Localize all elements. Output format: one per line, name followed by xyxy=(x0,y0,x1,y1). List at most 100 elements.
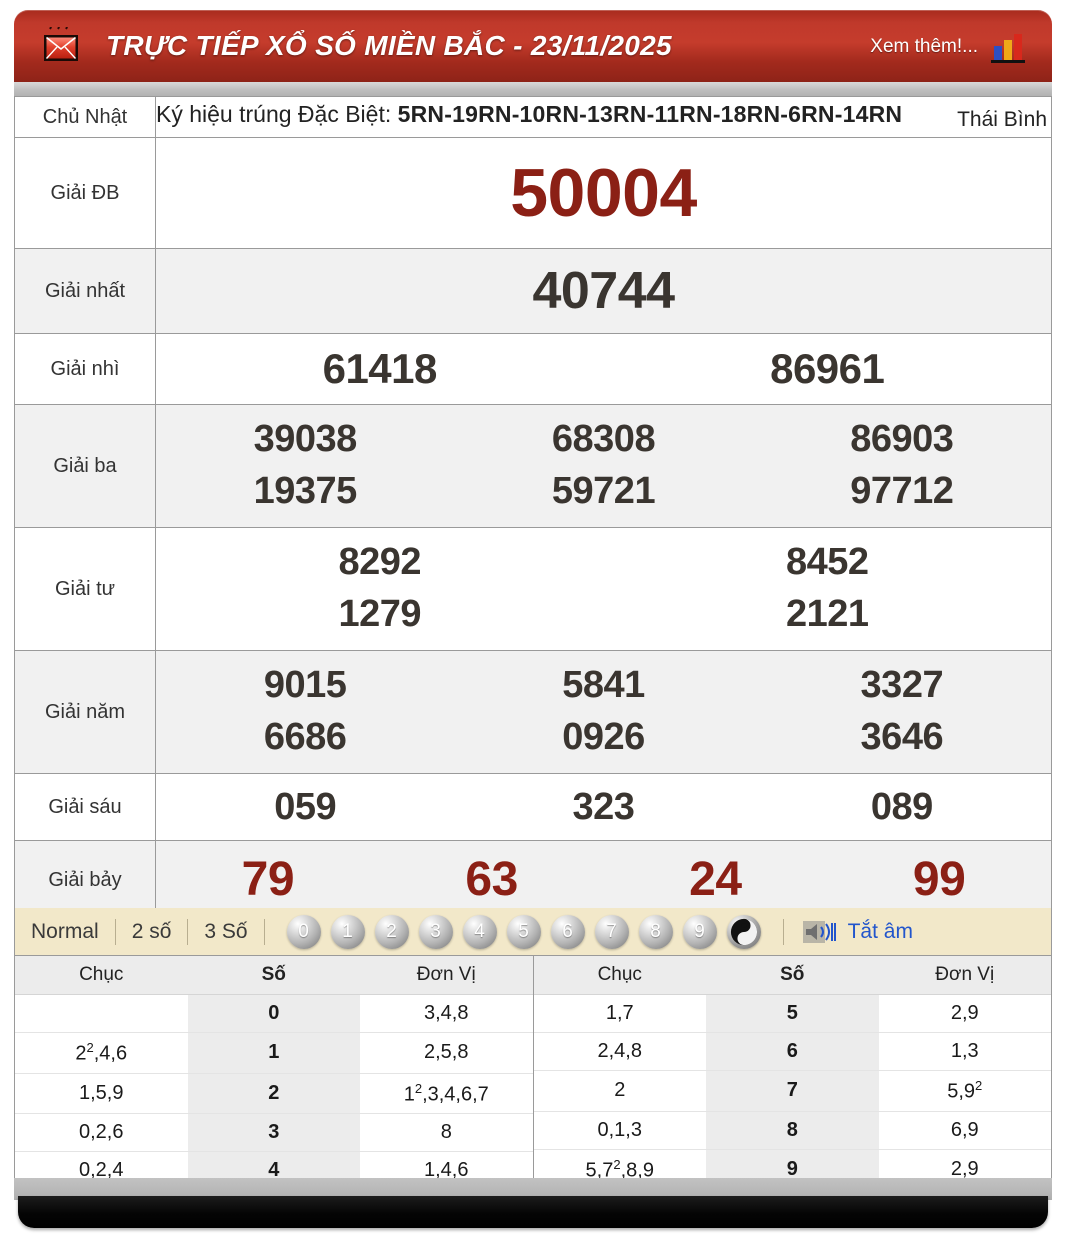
table-row-prize-tu: Giải tư 8292 8452 1279 2121 xyxy=(14,527,1052,651)
table-row: 2 7 5,92 xyxy=(533,1070,1051,1112)
digit-ball-8[interactable]: 8 xyxy=(638,914,673,949)
digit-ball-7[interactable]: 7 xyxy=(594,914,629,949)
prize-values-sau: 059 323 089 xyxy=(155,773,1052,841)
bar-chart-icon[interactable] xyxy=(990,32,1028,64)
prize-label-tu: Giải tư xyxy=(14,527,156,651)
stats-digit: 3 xyxy=(187,1113,360,1153)
stats-header-units: Đơn Vị xyxy=(360,956,533,995)
prize-number: 79 xyxy=(241,853,295,906)
stats-header-tens: Chục xyxy=(533,956,706,995)
prize-number: 059 xyxy=(274,786,337,828)
toolbar-divider xyxy=(187,918,189,945)
prize-values-nhi: 61418 86961 xyxy=(155,333,1052,405)
digit-ball-4[interactable]: 4 xyxy=(462,914,497,949)
table-row: 22,4,6 1 2,5,8 xyxy=(15,1032,533,1074)
stats-digit: 7 xyxy=(706,1070,879,1112)
stats-tens: 1,5,9 xyxy=(15,1073,188,1115)
mute-label: Tắt âm xyxy=(847,919,913,943)
prize-number: 0926 xyxy=(562,716,645,758)
digit-ball-9[interactable]: 9 xyxy=(682,914,717,949)
stats-tens: 0,1,3 xyxy=(533,1111,706,1150)
prize-number: 86903 xyxy=(850,418,954,460)
prize-values-nam: 9015 5841 3327 6686 0926 3646 xyxy=(155,650,1052,774)
view-toolbar: Normal 2 số 3 Số 0 1 2 3 4 5 6 7 8 9 xyxy=(14,908,1052,956)
stats-digit: 6 xyxy=(706,1032,879,1071)
prize-number: 3646 xyxy=(860,716,944,758)
stats-table-right: Chục Số Đơn Vị 1,7 5 2,9 2,4,8 6 1,3 2 7 xyxy=(533,956,1051,1191)
stats-header-digit: Số xyxy=(706,956,879,995)
table-row: 2,4,8 6 1,3 xyxy=(533,1032,1051,1071)
digit-ball-5[interactable]: 5 xyxy=(506,914,541,949)
prize-number: 97712 xyxy=(850,470,954,512)
toolbar-divider xyxy=(114,918,116,945)
prize-number: 24 xyxy=(689,853,742,906)
toolbar-divider xyxy=(263,918,265,945)
prize-values-tu: 8292 8452 1279 2121 xyxy=(155,527,1052,651)
table-row: 0,1,3 8 6,9 xyxy=(533,1111,1051,1150)
footer-bar xyxy=(18,1196,1048,1228)
see-more-link[interactable]: Xem thêm!... xyxy=(870,36,978,57)
prize-label-db: Giải ĐB xyxy=(14,137,156,249)
footer-shelf xyxy=(14,1178,1052,1200)
table-row-prize-nam: Giải năm 9015 5841 3327 6686 0926 3646 xyxy=(14,650,1052,774)
prize-number: 99 xyxy=(912,853,966,906)
stats-tens: 2 xyxy=(533,1070,706,1112)
table-row-prize-sau: Giải sáu 059 323 089 xyxy=(14,773,1052,841)
lottery-results-table: Chủ Nhật Ký hiệu trúng Đặc Biệt: 5RN-19R… xyxy=(14,96,1052,920)
digit-stats-left: Chục Số Đơn Vị 0 3,4,8 22,4,6 1 2,5,8 1,… xyxy=(15,956,534,1191)
stats-header-units: Đơn Vị xyxy=(878,956,1051,995)
special-symbol-cell: Ký hiệu trúng Đặc Biệt: 5RN-19RN-10RN-13… xyxy=(155,96,1052,138)
prize-label-nhi: Giải nhì xyxy=(14,333,156,405)
prize-values-db: 50004 xyxy=(155,137,1052,249)
prize-number: 8292 xyxy=(338,541,422,583)
digit-ball-1[interactable]: 1 xyxy=(330,914,365,949)
yin-yang-icon[interactable] xyxy=(726,914,761,949)
stats-units: 2,9 xyxy=(878,994,1051,1033)
stats-tens xyxy=(15,994,188,1033)
prize-label-ba: Giải ba xyxy=(14,404,156,528)
prize-number: 59721 xyxy=(551,470,656,512)
table-row-prize-db: Giải ĐB 50004 xyxy=(14,137,1052,249)
stats-digit: 2 xyxy=(187,1073,360,1115)
stats-units: 8 xyxy=(360,1113,533,1153)
mode-3so-button[interactable]: 3 Số xyxy=(204,919,248,943)
stats-table-left: Chục Số Đơn Vị 0 3,4,8 22,4,6 1 2,5,8 1,… xyxy=(15,956,533,1191)
prize-number: 40744 xyxy=(532,262,675,320)
mode-2so-button[interactable]: 2 số xyxy=(131,919,172,943)
stats-digit: 1 xyxy=(187,1032,360,1074)
stats-header-row: Chục Số Đơn Vị xyxy=(15,956,533,995)
stats-units: 1,3 xyxy=(878,1032,1051,1071)
digit-ball-3[interactable]: 3 xyxy=(418,914,453,949)
prize-number: 39038 xyxy=(253,418,358,460)
table-row-symbols: Chủ Nhật Ký hiệu trúng Đặc Biệt: 5RN-19R… xyxy=(14,96,1052,138)
stats-header-digit: Số xyxy=(187,956,360,995)
prize-number: 5841 xyxy=(562,664,645,706)
stats-tens: 22,4,6 xyxy=(15,1032,188,1074)
prize-label-nam: Giải năm xyxy=(14,650,156,774)
stats-digit: 0 xyxy=(187,994,360,1033)
prize-values-nhat: 40744 xyxy=(155,248,1052,334)
digit-ball-6[interactable]: 6 xyxy=(550,914,585,949)
mute-sound-button[interactable]: Tắt âm xyxy=(802,919,913,945)
stats-units: 3,4,8 xyxy=(360,994,533,1033)
prize-number: 089 xyxy=(870,786,933,828)
table-row: 1,5,9 2 12,3,4,6,7 xyxy=(15,1073,533,1115)
prize-label-bay: Giải bảy xyxy=(14,840,156,920)
page-header: TRỰC TIẾP XỔ SỐ MIỀN BẮC - 23/11/2025 Xe… xyxy=(14,10,1052,82)
digit-ball-2[interactable]: 2 xyxy=(374,914,409,949)
mode-normal-button[interactable]: Normal xyxy=(31,919,99,943)
table-row: 0,2,6 3 8 xyxy=(15,1113,533,1153)
prize-number: 323 xyxy=(572,786,635,828)
prize-number: 86961 xyxy=(770,345,885,392)
stats-units: 12,3,4,6,7 xyxy=(360,1073,533,1115)
prize-number: 61418 xyxy=(322,345,438,392)
digit-ball-0[interactable]: 0 xyxy=(286,914,321,949)
prize-number: 9015 xyxy=(263,664,347,706)
table-row-prize-ba: Giải ba 39038 68308 86903 19375 59721 97… xyxy=(14,404,1052,528)
table-row: 1,7 5 2,9 xyxy=(533,994,1051,1033)
symbol-codes: 5RN-19RN-10RN-13RN-11RN-18RN-6RN-14RN xyxy=(397,101,903,127)
stats-digit: 5 xyxy=(706,994,879,1033)
digit-stats-right: Chục Số Đơn Vị 1,7 5 2,9 2,4,8 6 1,3 2 7 xyxy=(533,956,1051,1191)
province-label: Thái Bình xyxy=(957,108,1047,131)
